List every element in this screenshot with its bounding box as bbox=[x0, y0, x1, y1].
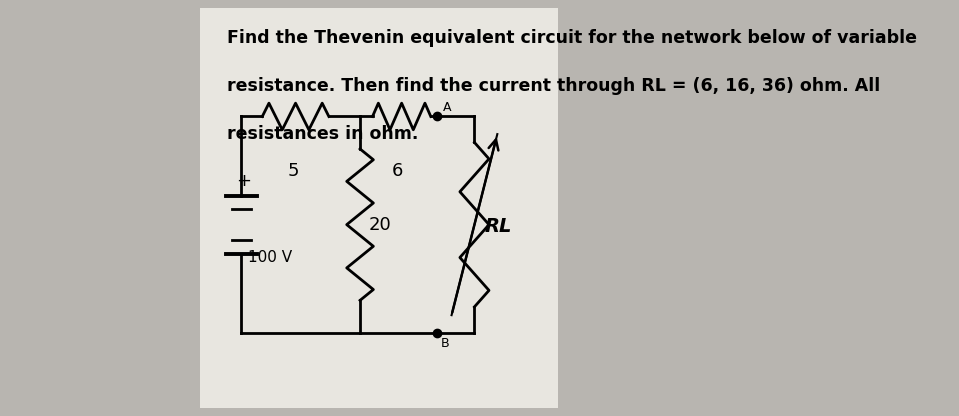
Text: 20: 20 bbox=[368, 215, 391, 234]
FancyBboxPatch shape bbox=[199, 8, 557, 408]
Text: RL: RL bbox=[485, 217, 512, 236]
Text: resistances in ohm.: resistances in ohm. bbox=[227, 125, 418, 143]
Text: +: + bbox=[236, 172, 251, 190]
Text: 6: 6 bbox=[392, 162, 403, 180]
Text: A: A bbox=[443, 102, 452, 114]
Text: B: B bbox=[441, 337, 450, 350]
Text: resistance. Then find the current through RL = (6, 16, 36) ohm. All: resistance. Then find the current throug… bbox=[227, 77, 880, 95]
Text: 100 V: 100 V bbox=[247, 250, 292, 265]
Text: Find the Thevenin equivalent circuit for the network below of variable: Find the Thevenin equivalent circuit for… bbox=[227, 29, 917, 47]
Text: 5: 5 bbox=[288, 162, 299, 180]
